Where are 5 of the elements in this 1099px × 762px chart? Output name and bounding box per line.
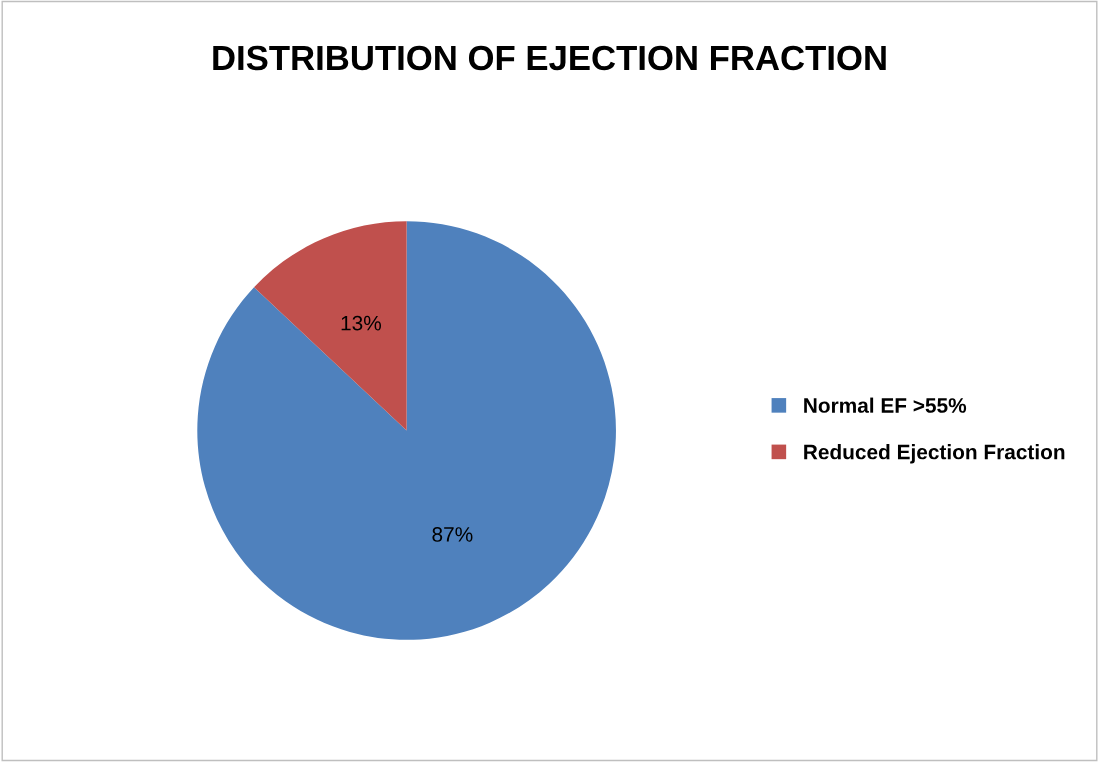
data-label: 13% — [341, 315, 382, 331]
chart-title: DISTRIBUTION OF EJECTION FRACTION — [213, 45, 886, 71]
data-label: 87% — [432, 527, 473, 542]
legend-label: Reduced Ejection Fraction — [804, 444, 1065, 464]
legend-label: Normal EF >55% — [804, 397, 967, 413]
